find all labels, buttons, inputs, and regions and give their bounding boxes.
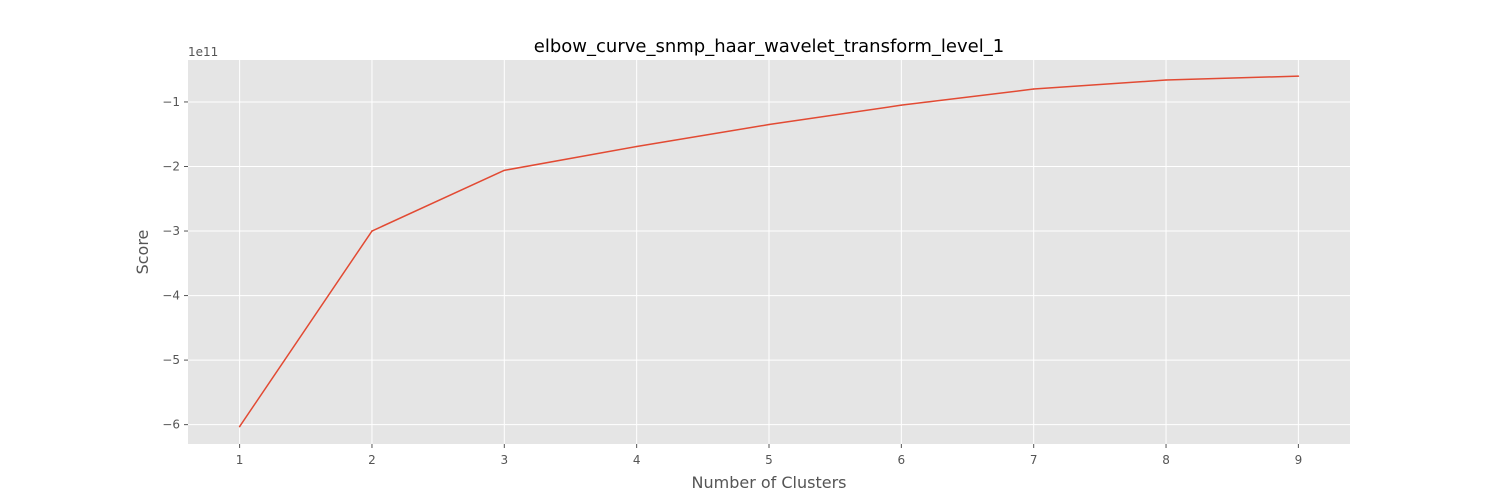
x-tick-label: 8 <box>1162 453 1170 467</box>
x-tick-label: 1 <box>236 453 244 467</box>
y-tick-label: −2 <box>162 159 180 173</box>
y-tick-label: −4 <box>162 289 180 303</box>
y-offset-label: 1e11 <box>188 45 218 59</box>
x-tick-label: 5 <box>765 453 773 467</box>
y-tick-label: −6 <box>162 418 180 432</box>
data-point <box>635 145 638 148</box>
x-tick-labels: 1 2 3 4 5 6 7 8 9 <box>236 444 1302 467</box>
y-tick-label: −1 <box>162 95 180 109</box>
x-tick-label: 7 <box>1030 453 1038 467</box>
y-tick-label: −3 <box>162 224 180 238</box>
data-point <box>768 123 770 126</box>
data-point <box>1297 75 1300 77</box>
data-point <box>1165 79 1167 81</box>
data-point <box>238 425 241 428</box>
y-tick-labels: −6 −5 −4 −3 −2 −1 <box>162 95 188 432</box>
data-point <box>900 104 903 106</box>
x-tick-label: 2 <box>368 453 376 467</box>
x-tick-label: 9 <box>1295 453 1303 467</box>
series-layer <box>238 75 1300 428</box>
x-tick-label: 6 <box>898 453 906 467</box>
data-point <box>1032 88 1035 90</box>
x-tick-label: 3 <box>500 453 508 467</box>
data-point <box>503 169 506 172</box>
y-tick-label: −5 <box>162 353 180 367</box>
chart-title: elbow_curve_snmp_haar_wavelet_transform_… <box>534 36 1004 57</box>
x-tick-label: 4 <box>633 453 641 467</box>
data-point <box>371 230 373 232</box>
y-axis-label: Score <box>133 230 152 275</box>
x-axis-label: Number of Clusters <box>692 473 847 492</box>
